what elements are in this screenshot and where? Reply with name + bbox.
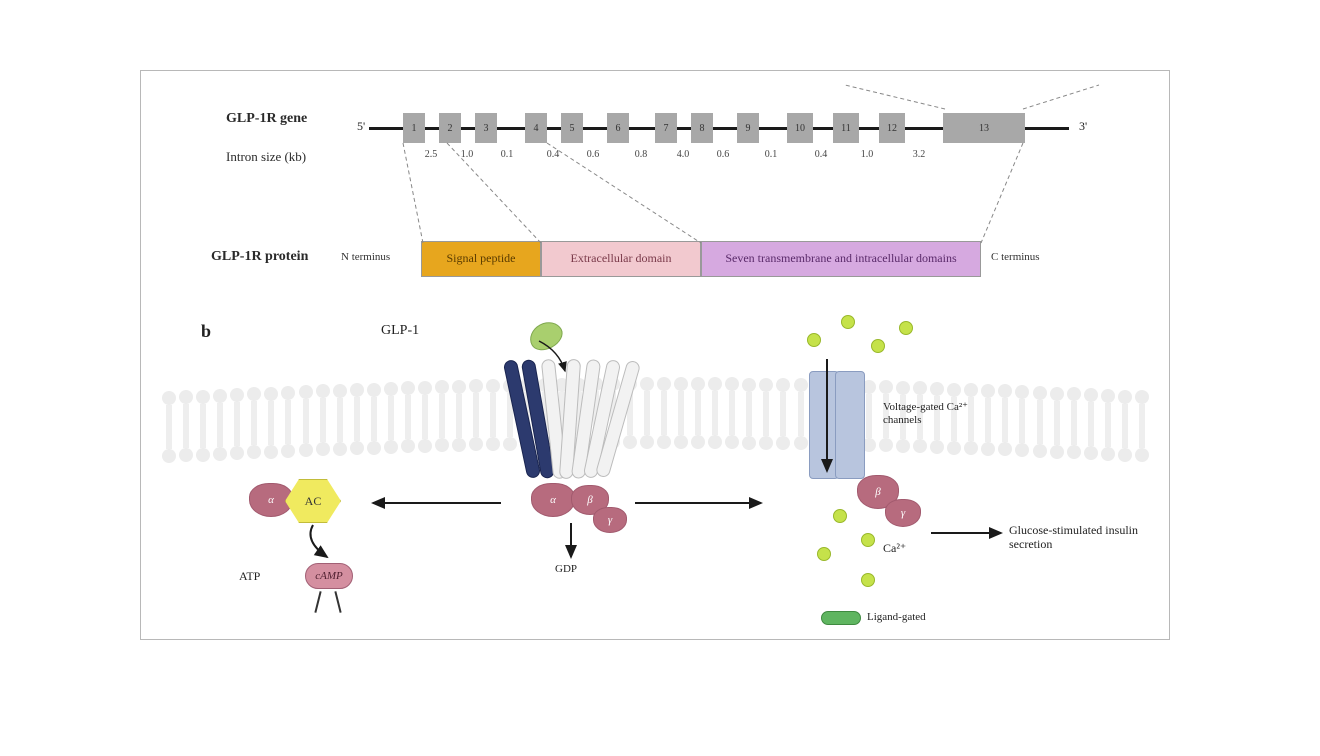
intron-size-value: 0.6 [717,149,730,160]
intron-row-label: Intron size (kb) [226,149,306,165]
exon-9: 9 [737,113,759,143]
ligand-gated-label: Ligand-gated [867,611,926,623]
protein-domain: Extracellular domain [541,241,701,277]
intron-size-value: 0.4 [547,149,560,160]
camp-effector-line [334,591,341,613]
exon-13: 13 [943,113,1025,143]
exon-6: 6 [607,113,629,143]
glp1-ligand-icon [525,317,567,356]
camp-label: cAMP [305,563,353,589]
calcium-label: Ca²⁺ [883,541,906,556]
exon-10: 10 [787,113,813,143]
g-subunit: α [531,483,575,517]
camp-effector-line [314,591,321,613]
intron-size-value: 0.1 [765,149,778,160]
gene-row-label: GLP-1R gene [226,111,307,127]
g-subunit: γ [593,507,627,533]
exon-1: 1 [403,113,425,143]
gene-protein-map-lines [141,71,1171,321]
panel-b-label: b [201,321,211,342]
intron-size-value: 0.6 [587,149,600,160]
exon-12: 12 [879,113,905,143]
three-prime-label: 3' [1079,119,1087,134]
ligand-gated-channel-icon [821,611,861,625]
intron-size-value: 4.0 [677,149,690,160]
protein-domain: Signal peptide [421,241,541,277]
c-terminus-label: C terminus [991,251,1040,263]
figure-frame: GLP-1R gene Intron size (kb) 5' 3' 12345… [140,70,1170,640]
intron-size-value: 1.0 [461,149,474,160]
exon-5: 5 [561,113,583,143]
protein-domain: Seven transmembrane and intracellular do… [701,241,981,277]
protein-row-label: GLP-1R protein [211,249,308,265]
exon-11: 11 [833,113,859,143]
g-subunit: γ [885,499,921,527]
intron-size-value: 3.2 [913,149,926,160]
exon-2: 2 [439,113,461,143]
glp1-ligand-label: GLP-1 [381,323,419,339]
atp-label: ATP [239,569,260,584]
lipid-bilayer [161,391,1151,463]
intron-size-value: 0.1 [501,149,514,160]
intron-size-value: 0.4 [815,149,828,160]
exon-3: 3 [475,113,497,143]
exon-4: 4 [525,113,547,143]
n-terminus-label: N terminus [341,251,390,263]
gdp-label: GDP [555,563,577,575]
exon-7: 7 [655,113,677,143]
exon-8: 8 [691,113,713,143]
vg-channel-label: Voltage-gated Ca²⁺ channels [883,401,993,426]
insulin-secretion-label: Glucose-stimulated insulin secretion [1009,523,1159,552]
adenylyl-cyclase: AC [285,479,341,523]
intron-size-value: 1.0 [861,149,874,160]
intron-size-value: 2.5 [425,149,438,160]
intron-size-value: 0.8 [635,149,648,160]
five-prime-label: 5' [357,119,365,134]
